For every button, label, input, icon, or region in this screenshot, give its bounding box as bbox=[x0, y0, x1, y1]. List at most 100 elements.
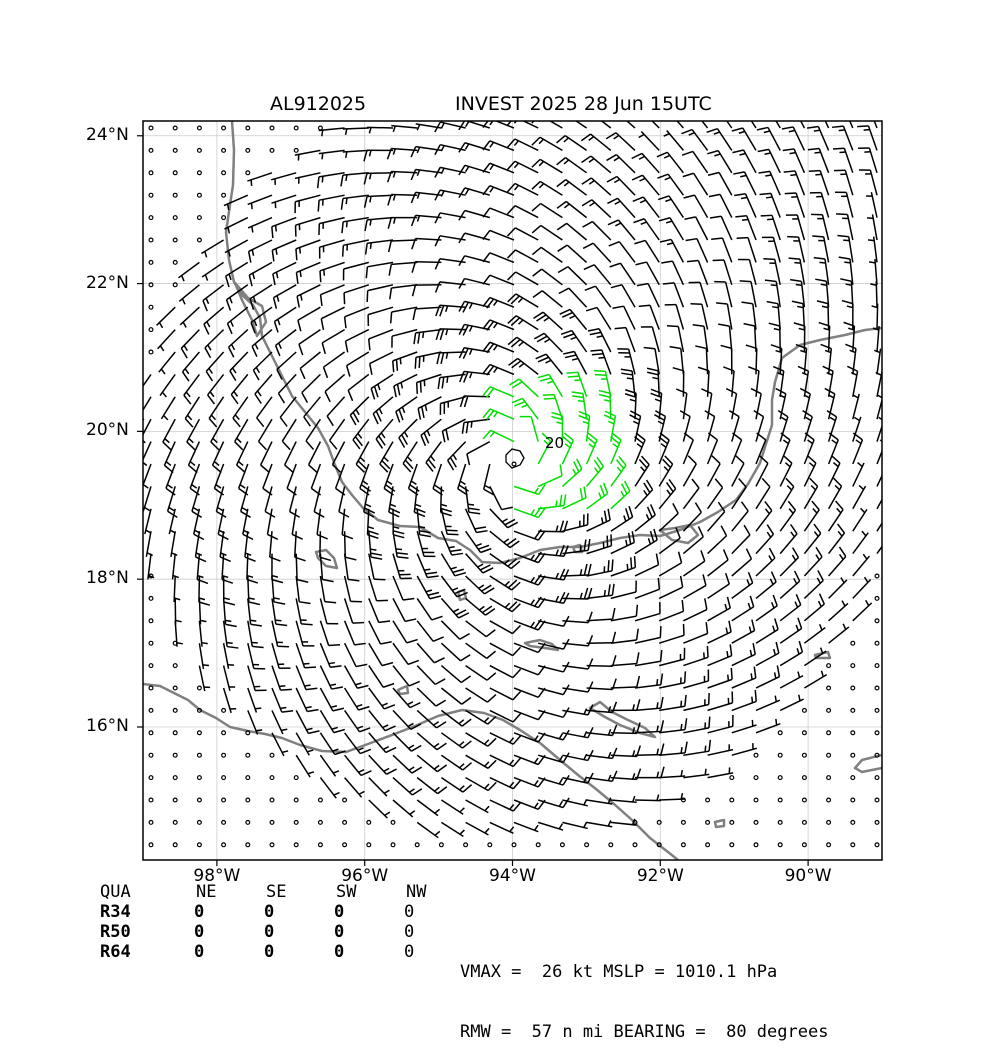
calm-marker bbox=[173, 261, 177, 265]
barb-half-flag bbox=[394, 218, 395, 224]
barb-half-flag bbox=[614, 157, 619, 160]
barb-flag bbox=[639, 305, 650, 306]
barb-half-flag bbox=[714, 154, 720, 156]
wind-barb bbox=[514, 710, 538, 719]
barb-half-flag bbox=[200, 620, 206, 621]
barb-flag bbox=[636, 605, 637, 616]
barb-half-flag bbox=[225, 620, 231, 621]
wind-barb bbox=[818, 104, 829, 128]
barb-flag bbox=[379, 621, 390, 622]
wind-barb bbox=[322, 330, 344, 343]
barb-flag bbox=[551, 417, 562, 420]
barb-flag bbox=[690, 304, 701, 305]
barb-flag bbox=[447, 534, 458, 535]
barb-flag bbox=[683, 173, 694, 176]
barb-flag bbox=[750, 596, 753, 607]
barb-flag bbox=[370, 364, 372, 375]
barb-flag bbox=[823, 366, 833, 371]
barb-flag bbox=[245, 557, 256, 561]
barb-flag bbox=[365, 220, 367, 231]
barb-half-flag bbox=[210, 392, 214, 397]
barb-flag bbox=[376, 411, 381, 421]
barb-half-flag bbox=[387, 481, 392, 484]
barb-flag bbox=[325, 392, 330, 402]
barb-half-flag bbox=[230, 297, 232, 303]
calm-marker bbox=[875, 709, 879, 713]
barb-flag bbox=[832, 126, 843, 127]
barb-half-flag bbox=[535, 758, 539, 763]
barb-half-flag bbox=[369, 127, 371, 133]
barb-flag bbox=[742, 502, 749, 511]
barb-flag bbox=[769, 323, 780, 326]
barb-flag bbox=[366, 243, 368, 254]
barb-flag bbox=[227, 300, 231, 311]
barb-flag bbox=[754, 411, 764, 417]
calm-marker bbox=[875, 619, 879, 623]
calm-marker bbox=[198, 843, 202, 847]
barb-half-flag bbox=[485, 828, 489, 833]
barb-half-flag bbox=[431, 456, 435, 461]
barb-half-flag bbox=[837, 508, 841, 513]
barb-half-flag bbox=[608, 775, 610, 781]
calm-marker bbox=[222, 171, 226, 175]
barb-flag bbox=[187, 442, 195, 450]
barb-half-flag bbox=[494, 412, 498, 417]
calm-marker bbox=[536, 843, 540, 847]
barb-flag bbox=[415, 357, 416, 368]
barb-flag bbox=[682, 151, 693, 155]
wind-barb bbox=[587, 688, 613, 689]
barb-flag bbox=[384, 705, 395, 709]
barb-flag bbox=[459, 143, 465, 153]
calm-marker bbox=[319, 798, 323, 802]
barb-flag bbox=[632, 153, 642, 158]
table-cell: 0 bbox=[264, 942, 274, 962]
barb-half-flag bbox=[564, 116, 569, 120]
barb-half-flag bbox=[331, 706, 337, 708]
barb-half-flag bbox=[664, 467, 668, 471]
barb-half-flag bbox=[346, 152, 347, 158]
calm-marker bbox=[827, 731, 831, 735]
barb-flag bbox=[427, 576, 438, 578]
barb-half-flag bbox=[165, 439, 170, 443]
barb-half-flag bbox=[589, 181, 594, 184]
wind-barb bbox=[683, 393, 686, 419]
barb-flag bbox=[441, 353, 444, 364]
barb-flag bbox=[267, 534, 277, 539]
barb-flag bbox=[276, 624, 287, 625]
barb-half-flag bbox=[633, 421, 639, 424]
barb-flag bbox=[237, 465, 246, 472]
calm-marker bbox=[198, 126, 202, 130]
calm-marker bbox=[149, 305, 153, 309]
barb-flag bbox=[560, 309, 570, 314]
barb-half-flag bbox=[358, 433, 362, 438]
barb-half-flag bbox=[544, 318, 549, 321]
barb-half-flag bbox=[589, 137, 594, 141]
barb-flag bbox=[320, 271, 321, 282]
wind-barb bbox=[635, 614, 660, 621]
barb-half-flag bbox=[518, 298, 522, 302]
barb-flag bbox=[583, 243, 593, 248]
wind-barb bbox=[568, 267, 587, 285]
calm-marker bbox=[633, 843, 637, 847]
barb-flag bbox=[450, 550, 461, 552]
barb-flag bbox=[435, 679, 445, 684]
barb-half-flag bbox=[519, 363, 524, 367]
barb-half-flag bbox=[378, 384, 380, 390]
barb-half-flag bbox=[276, 272, 277, 278]
barb-half-flag bbox=[232, 344, 235, 349]
barb-half-flag bbox=[300, 247, 301, 253]
barb-flag bbox=[560, 465, 562, 476]
barb-half-flag bbox=[301, 295, 302, 301]
barb-half-flag bbox=[641, 467, 645, 472]
wind-barb bbox=[611, 664, 637, 666]
barb-half-flag bbox=[393, 527, 399, 528]
barb-half-flag bbox=[584, 709, 587, 715]
barb-flag bbox=[803, 411, 813, 417]
barb-half-flag bbox=[539, 139, 543, 143]
wind-barb bbox=[368, 307, 393, 314]
barb-flag bbox=[538, 357, 548, 362]
barb-half-flag bbox=[681, 770, 682, 776]
barb-half-flag bbox=[228, 227, 229, 233]
barb-half-flag bbox=[738, 109, 744, 111]
barb-half-flag bbox=[626, 540, 627, 546]
